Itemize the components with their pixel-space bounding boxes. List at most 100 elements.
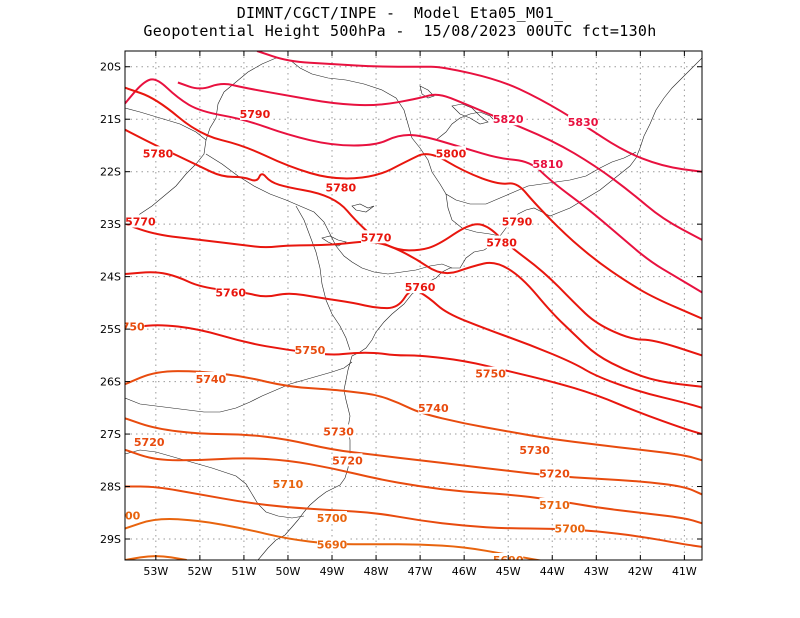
- contour-label-bg: [435, 146, 466, 160]
- y-tick-label: 21S: [100, 113, 121, 126]
- contour-label: 5700: [555, 523, 586, 536]
- contour-label: 5790: [240, 108, 271, 121]
- x-tick-label: 50W: [276, 565, 301, 578]
- contour-label: 5750: [295, 344, 326, 357]
- grid-lines: [125, 51, 702, 560]
- contour-label-bg: [502, 214, 533, 228]
- contour-5800: [125, 86, 702, 320]
- contour-label: 5800: [436, 147, 467, 160]
- title-line-2: Geopotential Height 500hPa - 15/08/2023 …: [143, 22, 657, 40]
- contour-5810: [125, 78, 702, 294]
- x-tick-label: 43W: [584, 565, 609, 578]
- contour-label-bg: [475, 366, 506, 380]
- contour-label-bg: [539, 497, 570, 511]
- border-3: [205, 153, 453, 275]
- contour-label: 5780: [486, 237, 517, 250]
- contour-label: 5720: [332, 454, 363, 467]
- contour-label-bg: [519, 442, 550, 456]
- border-6: [295, 205, 351, 351]
- y-tick-label: 29S: [100, 533, 121, 546]
- x-tick-label: 53W: [143, 565, 168, 578]
- plot-frame: [124, 50, 703, 561]
- contour-5730: [125, 448, 702, 525]
- contour-label-bg: [532, 156, 563, 170]
- y-tick-label: 23S: [100, 218, 121, 231]
- contour-label: 5720: [539, 467, 570, 480]
- y-tick-label: 24S: [100, 271, 121, 284]
- reservoir-1: [351, 203, 375, 213]
- contour-label-bg: [486, 235, 517, 249]
- y-axis: 20S 21S 22S 23S 24S 25S 26S 27S 28S 29S: [100, 61, 702, 546]
- contour-label: 5740: [418, 402, 449, 415]
- y-tick-label: 26S: [100, 376, 121, 389]
- contour-labels: 5830 5820 5810 5800 5790 5790 5780 5780 5780 5770…: [110, 106, 599, 560]
- contour-label-bg: [493, 112, 524, 126]
- contour-label: 5750: [475, 368, 506, 381]
- contour-label-bg: [405, 280, 436, 294]
- contour-label: 5770: [361, 231, 392, 244]
- contour-label-bg: [272, 476, 303, 490]
- contour-label: 5820: [493, 113, 524, 126]
- x-tick-label: 41W: [672, 565, 697, 578]
- border-7: [435, 111, 499, 141]
- contour-label-bg: [195, 371, 226, 385]
- contour-label: 5760: [405, 281, 436, 294]
- coastline: [257, 57, 702, 560]
- contour-label: 5790: [502, 216, 533, 229]
- y-tick-label: 28S: [100, 481, 121, 494]
- contour-label-bg: [239, 106, 270, 120]
- contour-label: 5760: [215, 286, 246, 299]
- chart-title: DIMNT/CGCT/INPE - Model Eta05_M01_ Geopo…: [0, 4, 800, 40]
- contour-lines: [125, 51, 702, 560]
- contour-label-bg: [125, 214, 156, 228]
- contour-label-bg: [568, 114, 599, 128]
- contour-label-bg: [554, 521, 585, 535]
- x-tick-label: 48W: [364, 565, 389, 578]
- contour-label: 5780: [143, 147, 174, 160]
- x-tick-label: 46W: [452, 565, 477, 578]
- x-tick-label: 49W: [320, 565, 345, 578]
- y-tick-label: 25S: [100, 323, 121, 336]
- contour-5790: [125, 128, 702, 357]
- contour-label: 5720: [134, 436, 165, 449]
- contour-label: 5830: [568, 116, 599, 129]
- contour-label-bg: [143, 146, 174, 160]
- contour-label-bg: [323, 424, 354, 438]
- contour-label: 5700: [317, 512, 348, 525]
- contour-5780: [125, 223, 702, 388]
- reservoir-3: [451, 103, 489, 125]
- contour-label-bg: [134, 434, 165, 448]
- x-axis: 53W 52W 51W 50W 49W 48W 47W 46W 45W 44W 43W 42W 41W: [143, 51, 697, 578]
- x-tick-label: 52W: [187, 565, 212, 578]
- contour-label: 5730: [323, 425, 354, 438]
- contour-label: 5730: [519, 444, 550, 457]
- border-1: [125, 57, 637, 205]
- contour-label: 5740: [196, 373, 227, 386]
- contour-label: 5710: [539, 499, 570, 512]
- x-tick-label: 51W: [231, 565, 256, 578]
- border-5: [125, 449, 305, 519]
- contour-5740: [125, 417, 702, 496]
- contour-label-bg: [294, 343, 325, 357]
- x-tick-label: 44W: [540, 565, 565, 578]
- contour-label-bg: [332, 453, 363, 467]
- contour-label: 5750: [114, 320, 145, 333]
- reservoir-4: [419, 85, 435, 99]
- contour-label: 5780: [326, 181, 357, 194]
- contour-5820: [177, 81, 702, 241]
- contour-5760: [125, 324, 702, 436]
- contour-label-bg: [539, 466, 570, 480]
- contour-5750: [125, 370, 702, 462]
- contour-label-bg: [418, 400, 449, 414]
- border-4: [125, 361, 353, 413]
- y-tick-label: 20S: [100, 61, 121, 74]
- contour-label-bg: [215, 285, 246, 299]
- reservoir-2: [321, 235, 347, 247]
- contour-label: 5770: [125, 216, 156, 229]
- border-2: [125, 139, 207, 227]
- x-tick-label: 47W: [408, 565, 433, 578]
- contour-label-bg: [317, 511, 348, 525]
- contour-label: 5700: [110, 509, 141, 522]
- y-tick-label: 27S: [100, 428, 121, 441]
